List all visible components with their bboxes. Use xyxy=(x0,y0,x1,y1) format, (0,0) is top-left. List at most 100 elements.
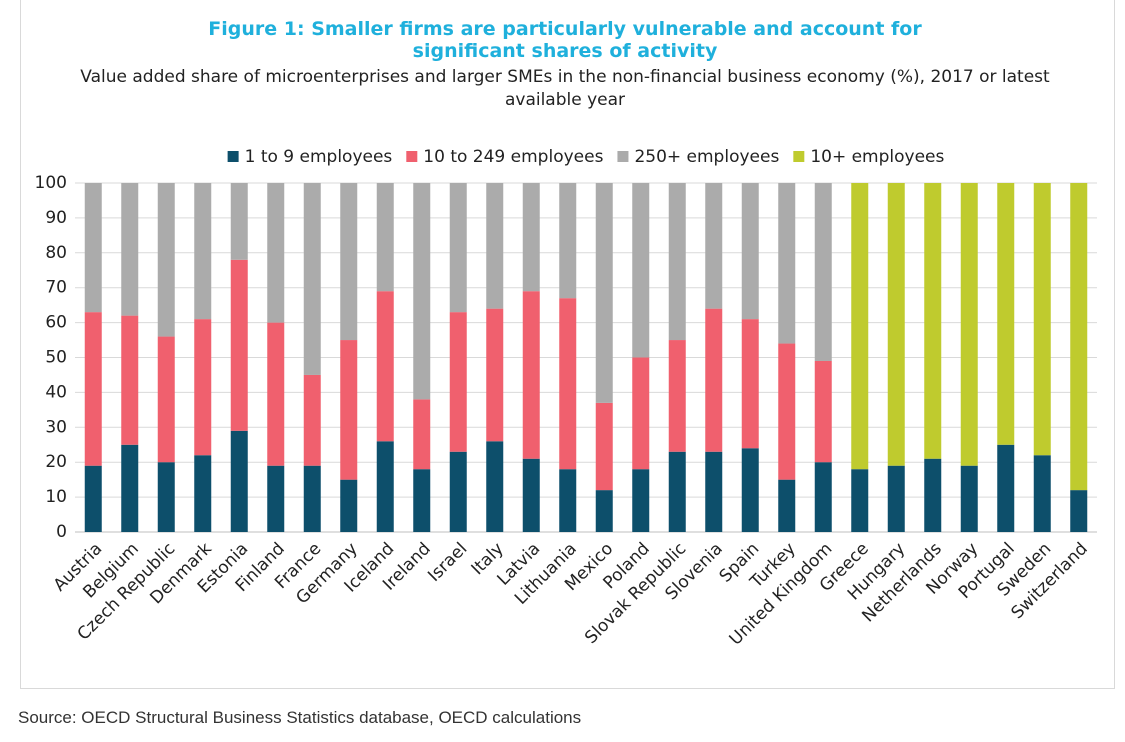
bar-segment xyxy=(705,451,723,532)
bar-segment xyxy=(705,183,723,309)
y-tick-label: 100 xyxy=(35,173,67,193)
bar-segment xyxy=(230,430,248,532)
bar-segment xyxy=(522,458,540,532)
bar-segment xyxy=(960,465,978,532)
bar-segment xyxy=(449,312,467,452)
bar-segment xyxy=(997,183,1015,445)
bar-segment xyxy=(851,469,869,532)
bar-segment xyxy=(267,183,285,323)
bar-segment xyxy=(486,183,504,309)
bar-segment xyxy=(486,308,504,442)
bar-segment xyxy=(376,441,394,532)
bar-segment xyxy=(741,448,759,532)
bar-segment xyxy=(522,183,540,292)
bar-segment xyxy=(559,183,577,299)
bar-segment xyxy=(741,183,759,320)
y-tick-label: 70 xyxy=(45,278,67,298)
bar-segment xyxy=(413,183,431,400)
bar-segment xyxy=(121,444,139,532)
bar-segment xyxy=(632,469,650,532)
bar-segment xyxy=(303,183,321,375)
bar-segment xyxy=(121,183,139,316)
bar-segment xyxy=(851,183,869,470)
bar-segment xyxy=(267,465,285,532)
bar-segment xyxy=(559,469,577,532)
legend-swatch xyxy=(793,151,805,162)
bar-segment xyxy=(1033,183,1051,456)
bar-segment xyxy=(340,340,358,480)
legend-label: 250+ employees xyxy=(634,147,779,167)
bar-segment xyxy=(887,183,905,466)
bar-segment xyxy=(1070,183,1088,491)
y-tick-label: 90 xyxy=(45,208,67,228)
bar-segment xyxy=(303,374,321,466)
y-tick-label: 0 xyxy=(56,522,67,542)
bar-segment xyxy=(230,259,248,431)
bar-segment xyxy=(267,322,285,466)
y-tick-label: 30 xyxy=(45,417,67,437)
bar-segment xyxy=(449,183,467,313)
bar-segment xyxy=(157,462,175,532)
bar-segment xyxy=(595,490,613,532)
bar-segment xyxy=(194,455,212,532)
bar-segment xyxy=(887,465,905,532)
bar-segment xyxy=(814,360,832,463)
y-tick-label: 40 xyxy=(45,382,67,402)
bar-segment xyxy=(595,402,613,491)
bar-segment xyxy=(194,183,212,320)
bar-segment xyxy=(741,319,759,449)
x-tick-label: Israel xyxy=(424,539,471,586)
bar-segment xyxy=(376,291,394,442)
bar-segment xyxy=(413,469,431,532)
bar-segment xyxy=(814,183,832,361)
bar-segment xyxy=(303,465,321,532)
bar-segment xyxy=(486,441,504,532)
bar-segment xyxy=(632,183,650,358)
bar-segment xyxy=(340,183,358,341)
bar-segment xyxy=(1070,490,1088,532)
chart-subtitle: Value added share of microenterprises an… xyxy=(80,67,1050,110)
legend-swatch xyxy=(406,151,418,162)
frame xyxy=(20,0,1115,689)
bar-segment xyxy=(84,465,102,532)
source-note: Source: OECD Structural Business Statist… xyxy=(18,708,582,727)
legend-label: 1 to 9 employees xyxy=(245,147,393,167)
y-tick-label: 80 xyxy=(45,243,67,263)
y-tick-label: 50 xyxy=(45,348,67,368)
bar-segment xyxy=(413,399,431,470)
legend-label: 10 to 249 employees xyxy=(423,147,603,167)
bar-segment xyxy=(84,312,102,466)
bar-segment xyxy=(595,183,613,403)
bar-segment xyxy=(960,183,978,466)
bar-segment xyxy=(997,444,1015,532)
bar-segment xyxy=(559,298,577,470)
legend-label: 10+ employees xyxy=(810,147,944,167)
legend-swatch xyxy=(227,151,239,162)
bar-segment xyxy=(84,183,102,313)
y-tick-label: 20 xyxy=(45,452,67,472)
bar-segment xyxy=(668,340,686,452)
y-tick-label: 10 xyxy=(45,487,67,507)
bar-segment xyxy=(157,336,175,463)
bar-segment xyxy=(668,183,686,341)
chart-title: Figure 1: Smaller firms are particularly… xyxy=(208,18,922,62)
bar-segment xyxy=(121,315,139,445)
bar-segment xyxy=(230,183,248,260)
bar-segment xyxy=(632,357,650,470)
bar-segment xyxy=(924,458,942,532)
bar-segment xyxy=(778,343,796,480)
bar-segment xyxy=(814,462,832,532)
bar-segment xyxy=(668,451,686,532)
bar-segment xyxy=(449,451,467,532)
bar-segment xyxy=(157,183,175,337)
legend-swatch xyxy=(617,151,629,162)
bar-segment xyxy=(376,183,394,292)
bar-segment xyxy=(924,183,942,459)
bar-segment xyxy=(705,308,723,452)
bar-segment xyxy=(778,479,796,532)
bar-segment xyxy=(1033,455,1051,532)
y-tick-label: 60 xyxy=(45,313,67,333)
bar-segment xyxy=(194,319,212,456)
